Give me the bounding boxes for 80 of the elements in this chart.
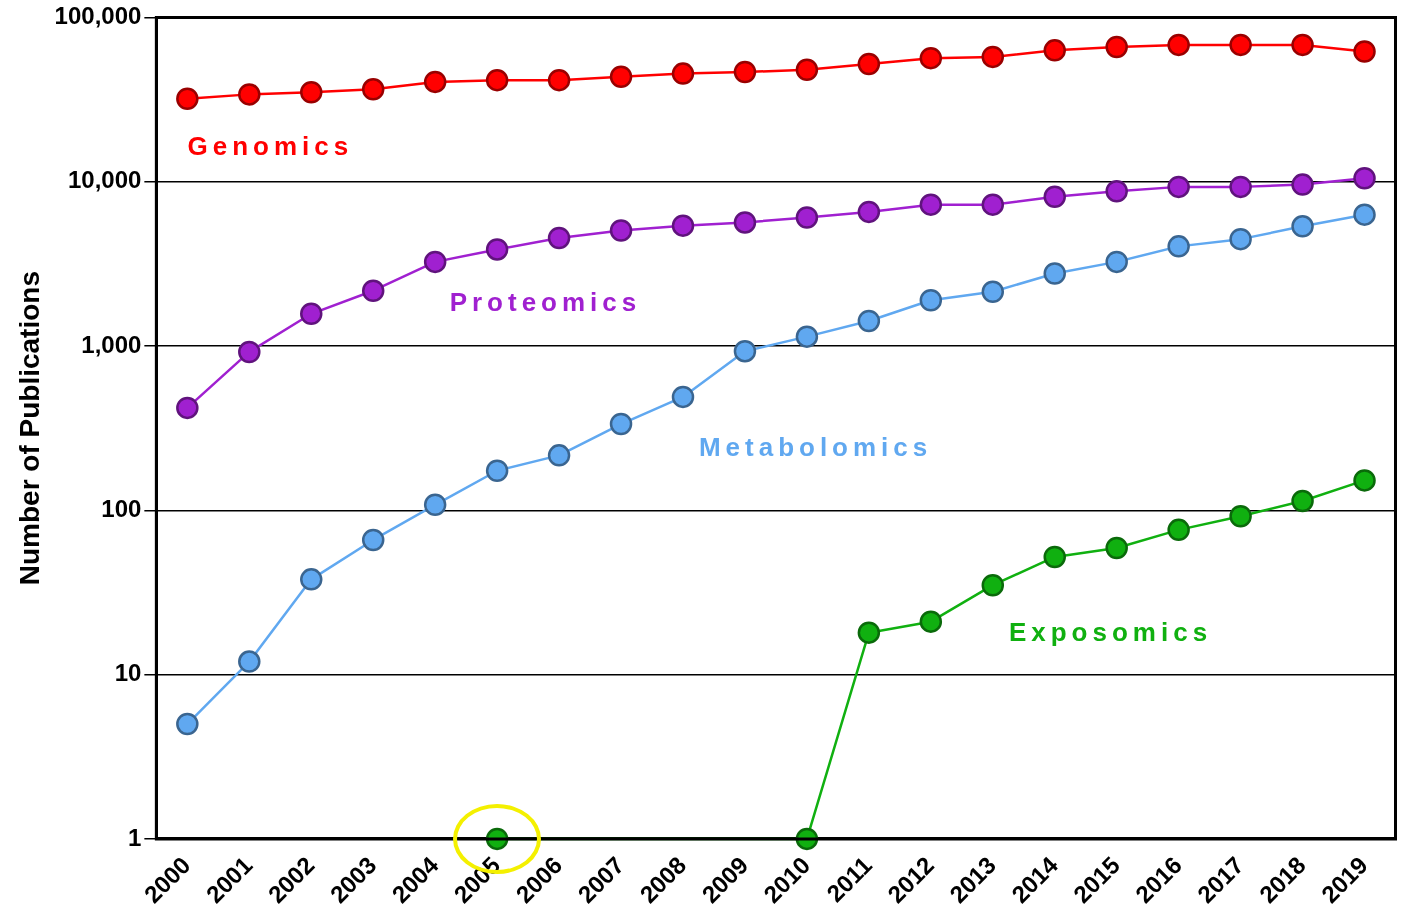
point (609, 219, 633, 242)
point (1167, 33, 1190, 57)
point (1229, 227, 1252, 251)
point (361, 279, 385, 302)
series-label: Exposomics (1008, 617, 1213, 648)
y-tick-label: 1 (127, 823, 142, 851)
point (857, 52, 881, 76)
point (423, 250, 447, 274)
point (1353, 40, 1376, 63)
series-label: Proteomics (449, 287, 642, 318)
point (795, 325, 819, 348)
point (1167, 518, 1190, 542)
point (300, 302, 323, 326)
point (485, 68, 509, 92)
point (919, 288, 943, 312)
point (1043, 262, 1066, 285)
point (857, 621, 881, 644)
point (1229, 175, 1252, 199)
point (1043, 545, 1066, 569)
point (857, 200, 881, 224)
point (1229, 504, 1252, 528)
point (485, 459, 509, 483)
point (733, 211, 757, 234)
point (547, 68, 571, 92)
point (733, 339, 757, 363)
point (981, 573, 1005, 597)
point (547, 444, 571, 467)
point (1105, 35, 1128, 59)
point (919, 610, 943, 633)
series-label: Genomics (187, 131, 354, 162)
point (733, 60, 757, 84)
point (1229, 33, 1252, 57)
point (981, 193, 1005, 216)
point (1353, 203, 1376, 226)
point (1291, 33, 1314, 57)
point (981, 280, 1005, 303)
point (1167, 235, 1190, 258)
point (1105, 250, 1128, 274)
point (1353, 469, 1376, 492)
point (361, 528, 385, 552)
y-axis-title: Number of Publications (13, 271, 45, 586)
point (300, 81, 323, 104)
point (1043, 39, 1066, 62)
point (485, 238, 509, 261)
point (1105, 536, 1128, 560)
point (981, 45, 1005, 69)
point (795, 206, 819, 229)
point (671, 385, 695, 409)
y-tick-label: 10 (114, 659, 142, 687)
point (238, 83, 261, 106)
point (1291, 173, 1314, 196)
point (176, 396, 199, 420)
point (176, 87, 199, 110)
point (857, 309, 881, 333)
point (1291, 215, 1314, 238)
point (547, 226, 571, 250)
y-tick-label: 100 (101, 494, 142, 522)
series-label: Metabolomics (698, 432, 933, 463)
y-tick-label: 100,000 (54, 2, 142, 30)
y-tick-label: 10,000 (67, 166, 142, 194)
point (671, 214, 695, 237)
point (238, 650, 261, 673)
point (176, 712, 199, 736)
point (671, 62, 695, 85)
point (300, 568, 323, 591)
point (361, 78, 385, 101)
point (1291, 489, 1314, 513)
point (423, 70, 447, 94)
y-tick-label: 1,000 (81, 330, 142, 358)
point (795, 58, 819, 82)
point (609, 412, 633, 436)
point (1167, 175, 1190, 199)
point (1105, 179, 1128, 203)
point (1353, 166, 1376, 190)
point (919, 193, 943, 216)
point (609, 65, 633, 89)
point (238, 340, 261, 364)
point (423, 493, 447, 517)
point (1043, 185, 1066, 208)
point (919, 46, 943, 70)
